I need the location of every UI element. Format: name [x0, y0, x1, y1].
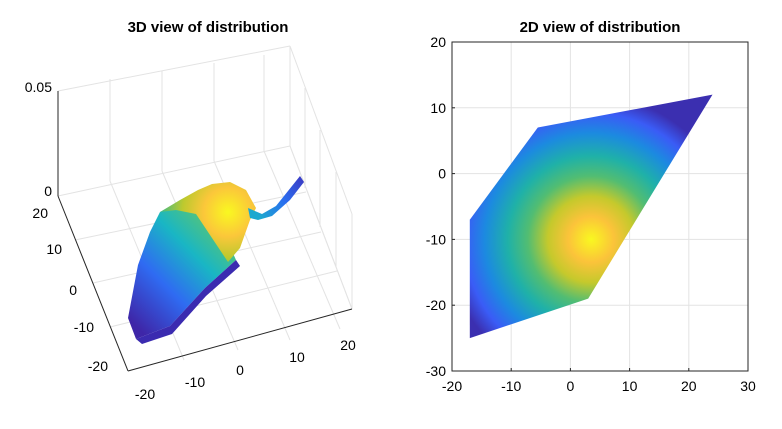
y-ticks-3d: 20 10 0 -10 -20	[32, 205, 108, 374]
x-ticks-2d: -20 -10 0 10 20 30	[442, 378, 756, 394]
x-tick: 20	[681, 378, 697, 394]
x-tick: 0	[236, 362, 244, 378]
y-tick: -20	[426, 297, 446, 313]
surface-3d	[128, 176, 304, 344]
x-tick: -10	[185, 374, 205, 390]
ticks-2d	[451, 41, 749, 372]
axes-2d: 2D view of distribution -20 -10 0 10 20 …	[426, 19, 756, 394]
surface-ridge	[248, 176, 304, 220]
plot-frame-2d	[451, 41, 749, 372]
y-tick: 20	[430, 34, 446, 50]
y-tick: 0	[69, 282, 77, 298]
axes-3d: 3D view of distribution	[25, 19, 356, 402]
y-tick: -10	[74, 319, 94, 335]
x-axis-line-3d	[127, 308, 353, 372]
x-tick: 10	[289, 349, 305, 365]
y-tick: 0	[438, 166, 446, 182]
y-tick: 10	[430, 100, 446, 116]
chart-title-3d: 3D view of distribution	[128, 19, 289, 36]
y-axis-line-3d	[57, 195, 129, 372]
x-tick: 10	[622, 378, 638, 394]
x-tick: -20	[135, 386, 155, 402]
z-tick: 0	[44, 183, 52, 199]
x-ticks-3d: -20 -10 0 10 20	[135, 337, 356, 402]
z-ticks-3d: 0.05 0	[25, 79, 52, 199]
z-tick: 0.05	[25, 79, 52, 95]
surface-peak	[160, 182, 256, 262]
x-tick: -10	[501, 378, 521, 394]
y-tick: -10	[426, 231, 446, 247]
distribution-region-2d	[469, 94, 713, 339]
x-tick: 0	[567, 378, 575, 394]
surface-edge	[136, 260, 240, 344]
y-tick: -20	[88, 358, 108, 374]
y-ticks-2d: 20 10 0 -10 -20 -30	[426, 34, 446, 379]
x-tick: 30	[740, 378, 756, 394]
chart-title-2d: 2D view of distribution	[520, 19, 681, 36]
x-tick: 20	[340, 337, 356, 353]
y-tick: 10	[46, 241, 62, 257]
x-tick: -20	[442, 378, 462, 394]
y-tick: 20	[32, 205, 48, 221]
y-tick: -30	[426, 363, 446, 379]
